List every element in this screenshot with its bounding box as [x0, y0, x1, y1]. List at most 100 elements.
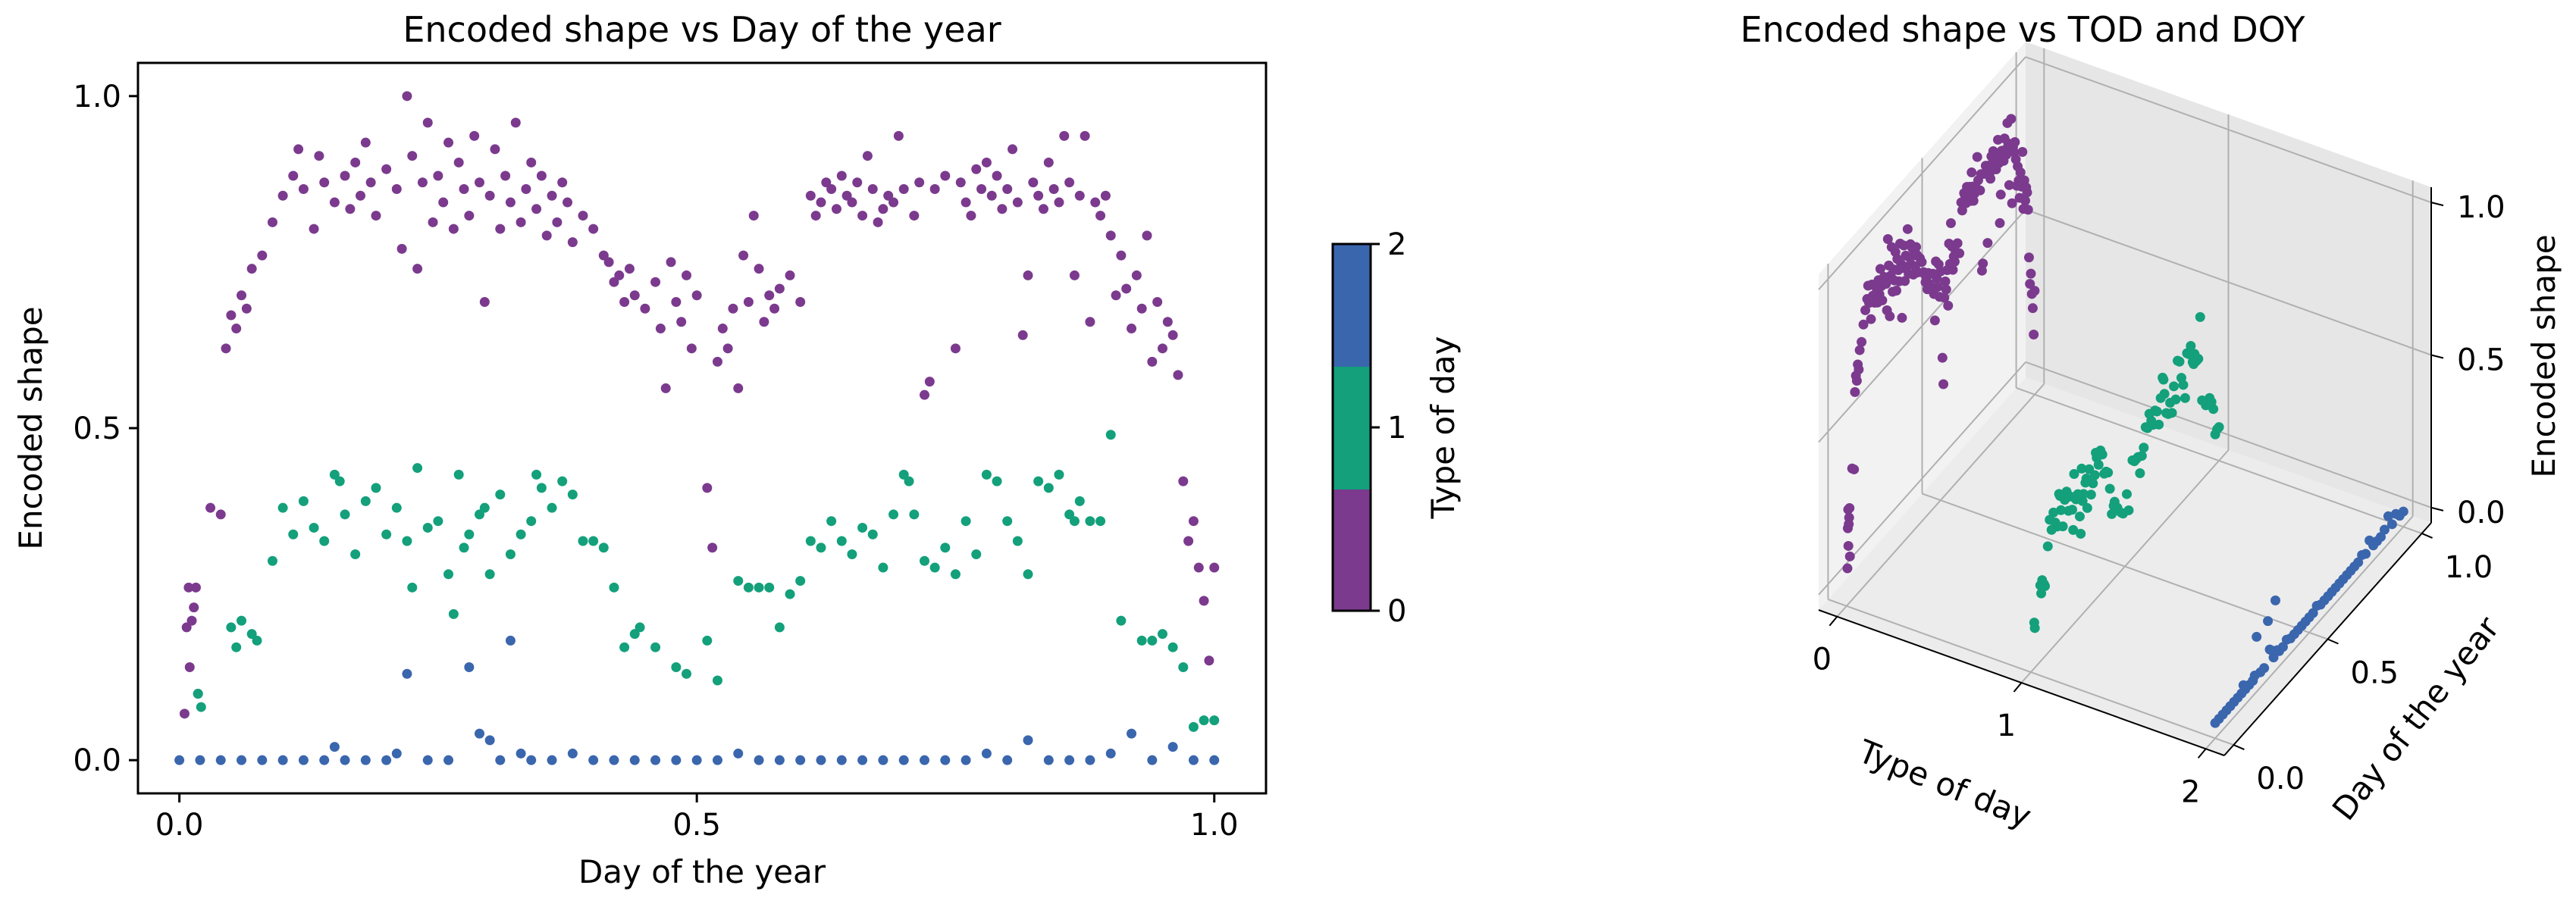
- 3d-point: [2252, 631, 2262, 642]
- colorbar-ticks: 0 1 2: [1371, 227, 1406, 629]
- scatter-point: [867, 529, 878, 540]
- 3d-y-tick-mark: [2327, 638, 2339, 645]
- scatter-point: [422, 755, 433, 765]
- scatter-point: [1116, 250, 1127, 261]
- scatter-point: [857, 522, 868, 533]
- scatter-point: [1064, 177, 1075, 188]
- gridline: [1818, 56, 2026, 290]
- scatter-point: [774, 755, 785, 765]
- 3d-point: [2084, 464, 2095, 474]
- 3d-point: [1854, 345, 1865, 355]
- 3d-point: [1842, 523, 1853, 533]
- 3d-point: [2029, 330, 2039, 340]
- scatter-point: [500, 170, 511, 181]
- scatter-point: [609, 755, 619, 765]
- scatter-point: [495, 490, 506, 500]
- scatter-point: [1136, 303, 1147, 314]
- 3d-point: [1995, 189, 2006, 200]
- 3d-z-tick-mark: [2430, 354, 2444, 359]
- scatter-point: [893, 130, 904, 141]
- scatter-point: [189, 602, 199, 613]
- colorbar-tick-label: 0: [1387, 594, 1406, 629]
- scatter-point: [221, 343, 231, 354]
- scatter-point: [469, 130, 480, 141]
- scatter-point: [867, 184, 878, 195]
- 3d-point: [2172, 355, 2183, 366]
- scatter-point: [671, 662, 682, 672]
- scatter-point: [733, 576, 744, 587]
- colorbar-tick-label: 2: [1387, 227, 1406, 262]
- scatter-point: [237, 290, 247, 301]
- 3d-point: [2076, 528, 2086, 539]
- scatter-point: [246, 629, 257, 640]
- scatter-point: [381, 755, 392, 765]
- scatter-point: [764, 582, 775, 593]
- scatter-point: [267, 217, 277, 227]
- scatter-point: [231, 642, 242, 652]
- scatter-point: [986, 190, 997, 201]
- scatter-point: [237, 755, 247, 765]
- scatter-point: [898, 469, 909, 480]
- scatter-point: [428, 217, 438, 227]
- scatter-point: [1080, 130, 1090, 141]
- 3d-point: [2064, 505, 2074, 516]
- y-tick-label: 0.5: [73, 411, 121, 446]
- scatter-point: [924, 377, 935, 387]
- 3d-point: [2002, 117, 2013, 128]
- 3d-point: [2074, 511, 2085, 522]
- scatter-point: [1095, 516, 1106, 527]
- 3d-point: [2264, 644, 2275, 655]
- scatter-point: [795, 296, 806, 307]
- scatter-point: [329, 742, 340, 752]
- scatter-point: [920, 755, 930, 765]
- scatter-point: [443, 755, 454, 765]
- scatter-point: [557, 476, 568, 486]
- 3d-point: [2076, 463, 2087, 474]
- scatter-chart: Encoded shape vs Day of the year 0.0 0.5 1…: [12, 9, 1268, 890]
- scatter-point: [1157, 343, 1167, 354]
- scatter-point: [1069, 516, 1080, 527]
- scatter-point: [547, 502, 557, 513]
- 3d-point: [1843, 540, 1854, 551]
- scatter-point: [929, 184, 940, 195]
- scatter-point: [920, 555, 930, 566]
- scatter-point: [257, 250, 268, 261]
- scatter-point: [474, 728, 484, 739]
- 3d-point: [2180, 393, 2190, 403]
- 3d-point: [1843, 504, 1854, 515]
- 3d-point: [2042, 541, 2053, 552]
- colorbar: 0 1 2 Type of day: [1331, 227, 1462, 629]
- scatter-point: [1173, 370, 1183, 380]
- scatter-point: [516, 529, 526, 540]
- 3d-point: [2069, 469, 2079, 480]
- scatter-point: [961, 755, 971, 765]
- 3d-point: [1860, 305, 1871, 315]
- scatter-point: [552, 217, 563, 227]
- scatter-point: [1188, 516, 1199, 527]
- scatter-point: [329, 469, 340, 480]
- scatter-point: [1199, 715, 1209, 726]
- 3d-point: [1875, 264, 1885, 274]
- scatter-point: [847, 197, 857, 208]
- scatter-points: [174, 91, 1220, 765]
- 3d-point: [1945, 218, 1956, 229]
- 3d-x-axis-label: Type of day: [1853, 732, 2037, 835]
- scatter-point: [588, 536, 599, 546]
- scatter-point: [484, 735, 495, 746]
- gridline: [2025, 208, 2432, 356]
- 3d-point: [1844, 551, 1855, 561]
- 3d-point: [2104, 483, 2115, 494]
- scatter-point: [365, 177, 376, 188]
- 3d-point: [2187, 357, 2198, 368]
- 3d-point: [1959, 188, 1970, 199]
- scatter-point: [686, 343, 697, 354]
- scatter-point: [459, 184, 469, 195]
- scatter-point: [1054, 197, 1064, 208]
- scatter-point: [474, 509, 484, 520]
- scatter-point: [1095, 211, 1106, 221]
- colorbar-segment-0: [1333, 488, 1371, 611]
- scatter-point: [1048, 184, 1059, 195]
- scatter-point: [1002, 184, 1013, 195]
- scatter-point: [1064, 755, 1075, 765]
- scatter-point: [816, 755, 826, 765]
